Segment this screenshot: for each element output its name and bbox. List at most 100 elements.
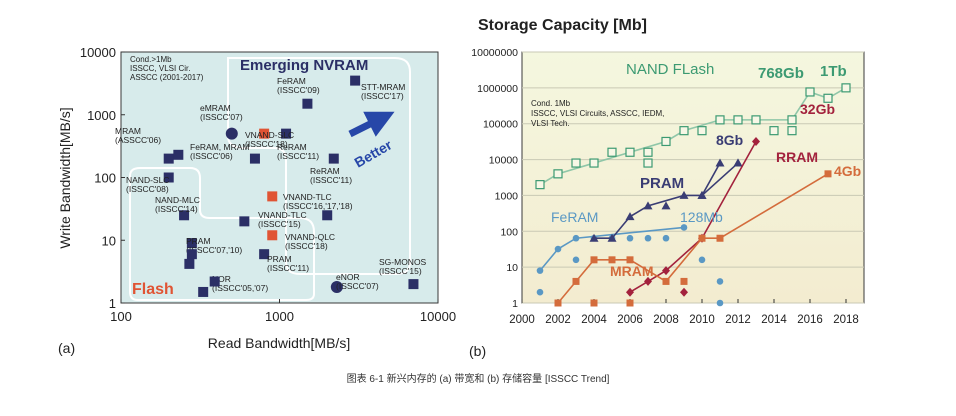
panel-b-title: Storage Capacity [Mb] (478, 17, 647, 34)
panel-a-point-label: NAND-MLC (155, 195, 200, 205)
panel-b-point (572, 256, 580, 264)
panel-b-xtick-label: 2004 (581, 314, 607, 326)
panel-a-point (330, 280, 343, 293)
panel-b-ytick-label: 100 (500, 226, 518, 238)
panel-a-point (350, 75, 361, 86)
panel-b-point (626, 256, 634, 264)
panel-a-note-line-3: ASSCC (2001-2017) (130, 73, 204, 82)
panel-a-point-label: eNOR (336, 272, 360, 282)
panel-b-point (823, 93, 833, 103)
panel-a-point (249, 153, 260, 164)
panel-b-point (571, 158, 581, 168)
panel-a-point (186, 249, 197, 260)
panel-b-point (662, 277, 670, 285)
panel-b-series-line (539, 226, 685, 272)
panel-b-point (572, 234, 580, 242)
panel-b-point (644, 234, 652, 242)
panel-a-ytick-label: 1 (109, 296, 116, 311)
panel-b-annotation: 8Gb (716, 132, 743, 148)
panel-b-point (554, 299, 562, 307)
panel-b-point (572, 277, 580, 285)
panel-a-point-label: (ISSCC'07,'10) (186, 245, 242, 255)
panel-b-xtick-label: 2008 (653, 314, 679, 326)
panel-a-point (267, 230, 278, 241)
panel-a-point-label: (ISSCC'15) (258, 219, 301, 229)
panel-b-point (626, 299, 634, 307)
panel-b-point (733, 158, 743, 167)
panel-a-point (408, 279, 419, 290)
panel-b-point (679, 190, 689, 199)
panel-a-ylabel: Write Bandwidth[MB/s] (57, 107, 73, 248)
panel-b-point (680, 287, 688, 297)
panel-b-point (680, 277, 688, 285)
panel-b-point (589, 233, 599, 242)
panel-a-ytick-label: 10000 (80, 45, 116, 60)
flash-region (129, 167, 315, 301)
panel-b-annotation: FeRAM (551, 209, 598, 225)
panel-a-point-label: (ISSCC'16,'17,'18) (283, 201, 353, 211)
panel-a-point-label: (ISSCC'11) (310, 175, 352, 185)
panel-b-annotation: NAND FLash (626, 61, 714, 78)
panel-a-point-label: (ISSCC'18) (245, 139, 288, 149)
panel-b-annotation: MRAM (610, 263, 654, 279)
panel-a-point-label: (ISSCC'06) (190, 151, 233, 161)
panel-b-point (589, 158, 599, 168)
emerging-nvram-label: Emerging NVRAM (240, 57, 368, 74)
panel-b-point (698, 234, 706, 242)
panel-b-point (607, 233, 617, 242)
panel-a-xtick-label: 10000 (420, 309, 456, 324)
panel-a-point (281, 128, 292, 139)
panel-b-point (643, 147, 653, 157)
panel-b-xtick-label: 2010 (689, 314, 715, 326)
panel-b-ytick-label: 100000 (483, 119, 518, 131)
panel-b-point (643, 158, 653, 168)
panel-b-xtick-label: 2018 (833, 314, 859, 326)
panel-a-point (259, 128, 270, 139)
panel-a-ytick-label: 1000 (87, 108, 116, 123)
panel-a-point (302, 98, 313, 109)
panel-b-point (590, 256, 598, 264)
panel-a-point-label: STT-MRAM (361, 82, 405, 92)
panel-a-point-label: ReRAM (310, 166, 340, 176)
panel-b-xtick-label: 2014 (761, 314, 787, 326)
panel-b-point (805, 87, 815, 97)
panel-b-point (608, 256, 616, 264)
panel-b-annotation: 128Mb (680, 209, 723, 225)
panel-a-point-label: VNAND-TLC (258, 210, 307, 220)
panel-b-ytick-label: 10 (506, 262, 518, 274)
panel-b-ytick-label: 1000000 (477, 83, 518, 95)
panel-a-point-label: VNAND-TLC (283, 192, 332, 202)
panel-a-point-label: NOR (212, 274, 231, 284)
panel-b-point (697, 190, 707, 199)
panel-b-chart: Storage Capacity [Mb] 1 10 100 1000 10000 100… (469, 17, 865, 359)
panel-a-chart: 100 1000 10000 1 10 100 1000 10000 MRAM(ASSCC'0… (57, 45, 456, 356)
panel-a-point-label: FeRAM (277, 76, 306, 86)
panel-a-ytick-label: 10 (102, 233, 116, 248)
better-arrow (348, 111, 395, 138)
panel-b-point (716, 278, 724, 285)
panel-a-point-label: NAND-SLC (126, 175, 169, 185)
panel-a-point (184, 258, 195, 269)
panel-a-point (163, 172, 174, 183)
panel-b-point (680, 224, 688, 231)
panel-a-point (225, 127, 238, 140)
panel-a-xtick-label: 100 (110, 309, 132, 324)
panel-b-point (662, 266, 670, 276)
panel-a-note-line-2: ISSCC, VLSI Cir. (130, 64, 190, 73)
panel-b-point (733, 115, 743, 125)
panel-a-point-label: ReRAM (277, 142, 307, 152)
panel-b-ytick-label: 10000000 (471, 47, 518, 59)
flash-label: Flash (132, 281, 174, 298)
panel-b-point (679, 126, 689, 136)
panel-a-point-label: eMRAM (200, 103, 231, 113)
panel-a-point-label: (ISSCC'11) (277, 151, 319, 161)
panel-b-annotation: 1Tb (820, 63, 847, 80)
panel-a-point-label: MRAM (115, 126, 141, 136)
panel-b-point (590, 299, 598, 307)
panel-b-point (715, 158, 725, 167)
panel-a-point-label: (ISSCC'07) (336, 281, 379, 291)
panel-b-note-line-2: ISSCC, VLSI Circuits, ASSCC, IEDM, (531, 109, 664, 118)
panel-b-ytick-label: 1 (512, 298, 518, 310)
panel-a-point (186, 238, 197, 249)
panel-b-point (787, 115, 797, 125)
